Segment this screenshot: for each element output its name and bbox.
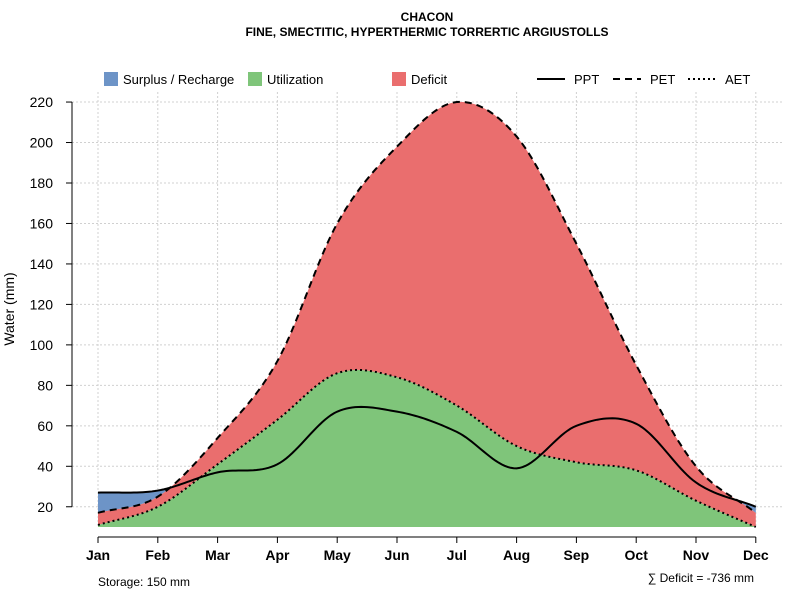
x-tick-label-nov: Nov [683,547,710,563]
x-tick-label-sep: Sep [564,547,590,563]
legend-area-label: Utilization [267,72,323,87]
series-lines [97,100,757,528]
y-tick-label: 160 [30,215,54,231]
legend-area-label: Deficit [411,72,448,87]
legend-line-label: AET [725,72,750,87]
y-tick-label: 120 [30,296,54,312]
x-tick-label-may: May [324,547,351,563]
y-tick-label: 200 [30,135,54,151]
storage-annotation: Storage: 150 mm [98,575,190,589]
x-tick-label-feb: Feb [145,547,170,563]
area-fills [98,101,756,527]
x-tick-label-jun: Jun [385,547,410,563]
y-tick-label: 180 [30,175,54,191]
x-tick-label-jul: Jul [447,547,467,563]
x-tick-label-mar: Mar [205,547,230,563]
utilization-area [98,369,756,527]
y-tick-label: 140 [30,256,54,272]
y-tick-label: 60 [37,418,53,434]
y-axis-label: Water (mm) [1,272,17,345]
deficit-annotation: ∑ Deficit = -736 mm [648,571,754,585]
x-tick-label-dec: Dec [743,547,769,563]
x-tick-label-aug: Aug [503,547,530,563]
y-tick-label: 40 [37,458,53,474]
chart-subtitle: FINE, SMECTITIC, HYPERTHERMIC TORRERTIC … [245,25,608,39]
x-tick-label-jan: Jan [86,547,110,563]
series-line-pet [97,100,757,514]
axes: 20 40 60 80 100 120 140 160 180 200 220 Jan Feb Mar Ap… [30,94,769,563]
legend-swatch-2 [392,72,406,86]
legend-swatch-0 [104,72,118,86]
legend-area-label: Surplus / Recharge [123,72,234,87]
series-line-aet [97,368,757,528]
y-tick-label: 100 [30,337,54,353]
legend-line-label: PPT [574,72,599,87]
series-line-ppt [97,405,757,508]
y-tick-label: 220 [30,94,54,110]
chart-title: CHACON [401,10,454,24]
x-tick-label-oct: Oct [625,547,649,563]
y-tick-label: 20 [37,499,53,515]
legend: Surplus / Recharge Utilization Deficit PPT P… [104,72,750,87]
y-tick-label: 80 [37,377,53,393]
legend-swatch-1 [248,72,262,86]
x-tick-label-apr: Apr [265,547,290,563]
legend-line-label: PET [650,72,675,87]
